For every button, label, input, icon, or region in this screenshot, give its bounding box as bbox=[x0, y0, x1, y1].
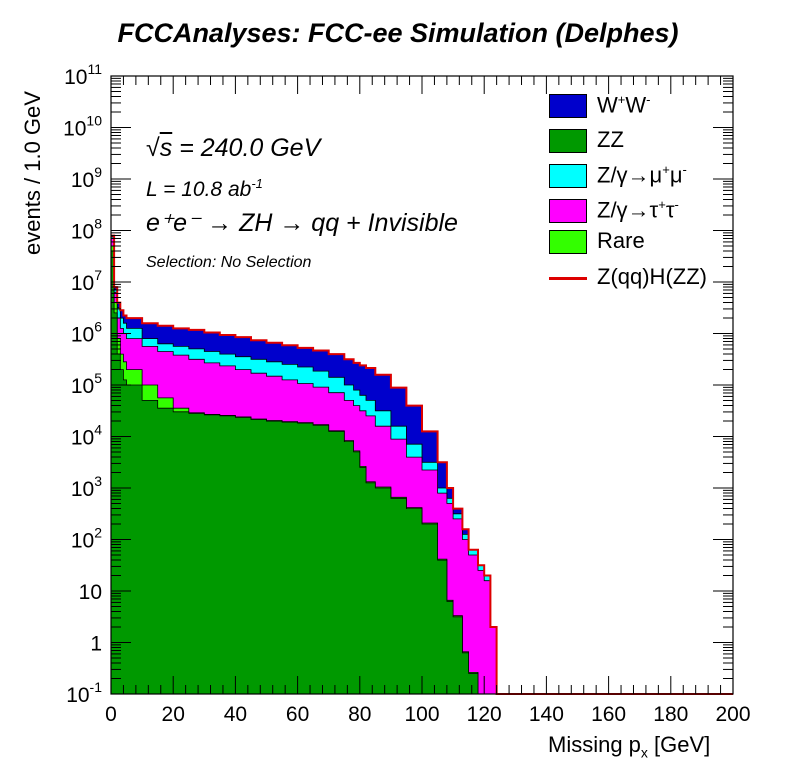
y-tick-label: 109 bbox=[71, 164, 102, 192]
x-tick-label: 160 bbox=[591, 703, 626, 726]
y-tick-label: 107 bbox=[71, 267, 102, 295]
y-tick-label: 10-1 bbox=[66, 679, 102, 707]
x-tick-label: 180 bbox=[653, 703, 688, 726]
x-tick-label: 200 bbox=[715, 703, 750, 726]
x-tick-label: 0 bbox=[105, 703, 117, 726]
legend-swatch-ww bbox=[549, 94, 587, 118]
legend-entry-ww: W+W- bbox=[549, 92, 749, 120]
y-tick-label: 103 bbox=[71, 473, 102, 501]
stacked-histograms bbox=[110, 234, 733, 695]
legend-label-rare: Rare bbox=[597, 228, 645, 253]
signal-line-zqq-hzz bbox=[111, 234, 733, 695]
legend-line-signal bbox=[549, 277, 587, 280]
x-tick-label: 100 bbox=[404, 703, 439, 726]
process-annotation: e⁺e⁻ → ZH → qq + Invisible bbox=[146, 209, 458, 237]
legend-entry-ztautau: Z/γ→τ+τ- bbox=[549, 197, 749, 225]
x-tick-label: 120 bbox=[467, 703, 502, 726]
legend-label-signal: Z(qq)H(ZZ) bbox=[597, 264, 707, 289]
legend-label-zz: ZZ bbox=[597, 127, 624, 152]
x-tick-label: 40 bbox=[224, 703, 247, 726]
legend-swatch-ztautau bbox=[549, 199, 587, 223]
legend-label-ztautau: Z/γ→τ+τ- bbox=[597, 197, 679, 223]
legend-label-zmumu: Z/γ→μ+μ- bbox=[597, 162, 687, 188]
y-axis-label: events / 1.0 GeV bbox=[20, 91, 45, 255]
x-tick-label: 80 bbox=[348, 703, 371, 726]
legend-label-ww: W+W- bbox=[597, 92, 651, 118]
y-tick-label: 1 bbox=[90, 633, 102, 656]
x-tick-label: 20 bbox=[162, 703, 185, 726]
legend-entry-zmumu: Z/γ→μ+μ- bbox=[549, 162, 749, 190]
y-tick-label: 108 bbox=[71, 216, 102, 244]
y-tick-label: 106 bbox=[71, 319, 102, 347]
sqrt-s-annotation: √s = 240.0 GeV bbox=[146, 134, 321, 162]
legend-entry-zz: ZZ bbox=[549, 127, 749, 155]
y-tick-label: 10 bbox=[79, 581, 102, 604]
x-tick-label: 140 bbox=[529, 703, 564, 726]
x-tick-label: 60 bbox=[286, 703, 309, 726]
y-tick-label: 104 bbox=[71, 422, 102, 450]
y-tick-label: 105 bbox=[71, 370, 102, 398]
legend-swatch-zmumu bbox=[549, 164, 587, 188]
chart-title: FCCAnalyses: FCC-ee Simulation (Delphes) bbox=[117, 18, 679, 48]
stack-area-zz bbox=[110, 250, 733, 695]
y-tick-label: 102 bbox=[71, 525, 102, 553]
x-axis-label: Missing px [GeV] bbox=[548, 732, 711, 761]
y-tick-label: 1010 bbox=[63, 113, 102, 141]
y-tick-label: 1011 bbox=[64, 61, 102, 89]
luminosity-annotation: L = 10.8 ab-1 bbox=[146, 176, 263, 201]
legend-swatch-zz bbox=[549, 129, 587, 153]
axis-ticks: 0 20 40 60 80 100 120 140 160 180 200 10-1 1 10 102 103… bbox=[63, 61, 750, 726]
legend-swatch-rare bbox=[549, 230, 587, 254]
selection-annotation: Selection: No Selection bbox=[146, 254, 312, 271]
legend-entry-signal: Z(qq)H(ZZ) bbox=[549, 264, 749, 292]
legend-entry-rare: Rare bbox=[549, 228, 749, 256]
